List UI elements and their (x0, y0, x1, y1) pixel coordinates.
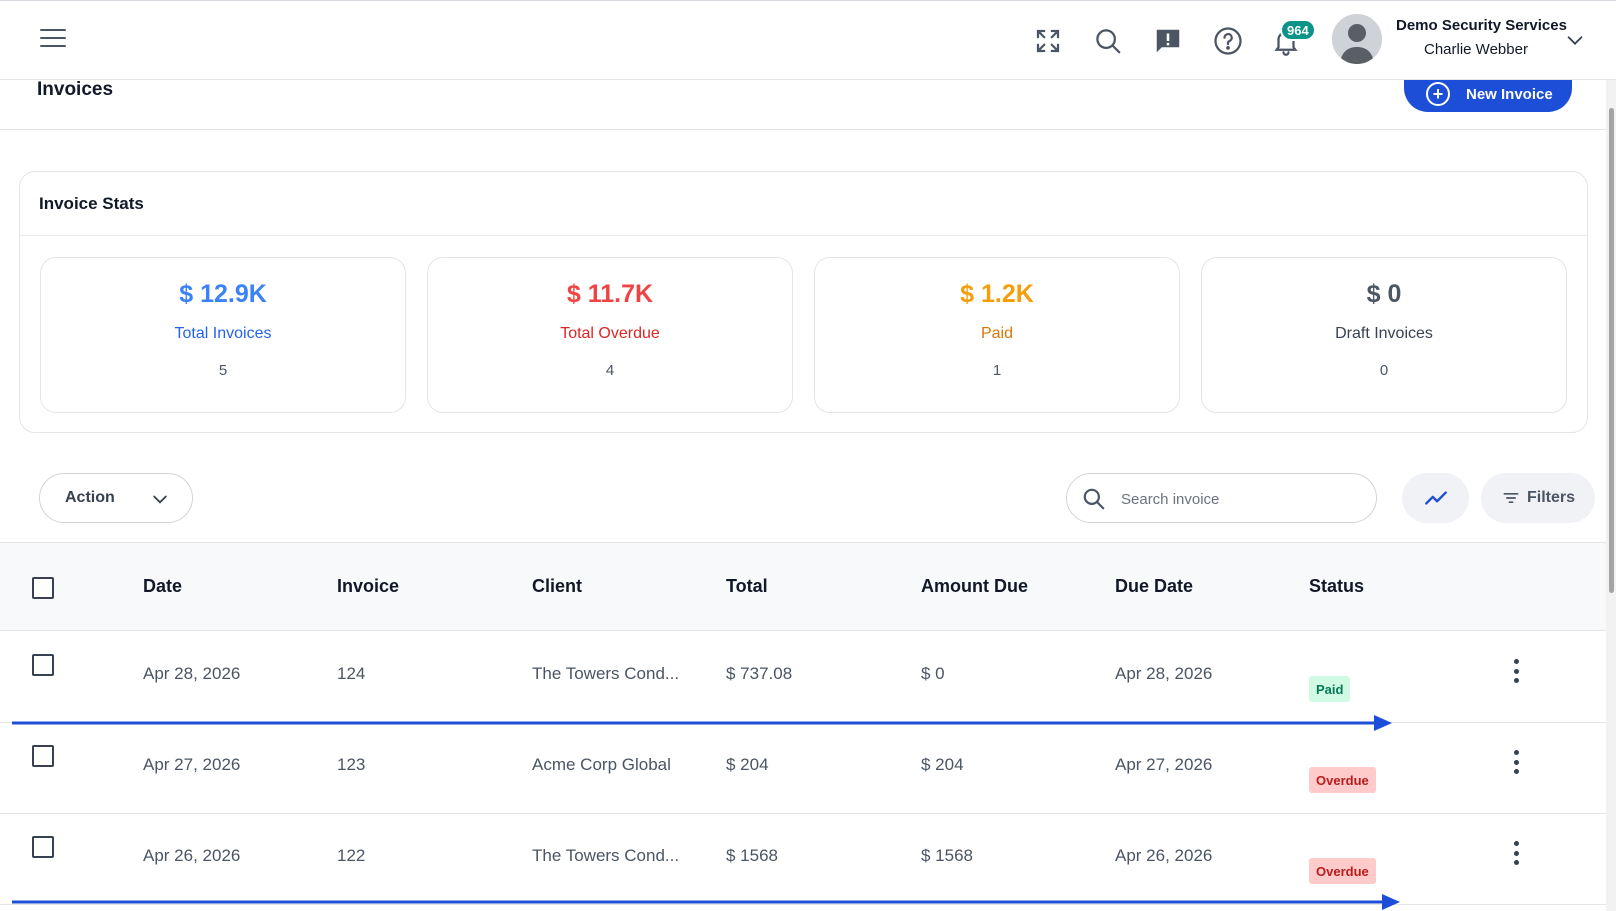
annotation-arrow (12, 894, 1400, 910)
cell-invoice[interactable]: 123 (337, 755, 366, 774)
chevron-down-icon (153, 495, 167, 504)
stat-amount: $ 11.7K (566, 280, 654, 308)
annotation-arrow (12, 715, 1392, 731)
column-header-date[interactable]: Date (143, 576, 183, 596)
filter-icon (1503, 493, 1519, 503)
cell-client: Acme Corp Global (532, 755, 671, 774)
column-header-due-date[interactable]: Due Date (1115, 576, 1194, 596)
divider (0, 129, 1616, 130)
cell-due-date: Apr 28, 2026 (1115, 664, 1213, 683)
stat-card-total-invoices[interactable]: $ 12.9K Total Invoices 5 (40, 257, 406, 413)
stat-amount: $ 1.2K (960, 280, 1034, 308)
search-icon (1083, 488, 1105, 510)
cell-amount-due: $ 1568 (921, 846, 973, 865)
action-label: Action (65, 489, 115, 506)
stat-label: Total Overdue (560, 325, 660, 342)
more-options-icon[interactable] (1504, 656, 1528, 686)
stat-amount: $ 12.9K (179, 280, 267, 308)
cell-total: $ 737.08 (726, 664, 793, 683)
filters-label: Filters (1526, 489, 1575, 506)
status-badge: Overdue (1309, 858, 1376, 884)
cell-invoice[interactable]: 124 (337, 664, 366, 683)
cell-due-date: Apr 26, 2026 (1115, 846, 1213, 865)
stat-card-total-overdue[interactable]: $ 11.7K Total Overdue 4 (427, 257, 793, 413)
stat-count: 0 (1379, 362, 1389, 379)
cell-client: The Towers Cond... (532, 846, 680, 865)
menu-icon[interactable] (40, 29, 66, 51)
notification-badge[interactable]: 964 (1280, 19, 1316, 41)
search-input[interactable] (1121, 486, 1361, 512)
stat-label: Total Invoices (174, 325, 272, 342)
column-header-amount-due[interactable]: Amount Due (921, 576, 1028, 596)
stat-card-paid[interactable]: $ 1.2K Paid 1 (814, 257, 1180, 413)
table-header: Date Invoice Client Total Amount Due Due… (0, 542, 1606, 631)
select-all-checkbox[interactable] (32, 577, 54, 599)
column-header-total[interactable]: Total (726, 576, 768, 596)
stat-amount: $ 0 (1366, 280, 1402, 308)
stat-card-draft-invoices[interactable]: $ 0 Draft Invoices 0 (1201, 257, 1567, 413)
cell-invoice[interactable]: 122 (337, 846, 366, 865)
search-invoice-box[interactable] (1066, 473, 1377, 523)
table-row[interactable]: Apr 27, 2026 123 Acme Corp Global $ 204 … (0, 723, 1606, 814)
trending-icon (1424, 491, 1447, 505)
more-options-icon[interactable] (1504, 838, 1528, 868)
feedback-icon[interactable] (1152, 25, 1184, 57)
more-options-icon[interactable] (1504, 747, 1528, 777)
row-checkbox[interactable] (32, 654, 54, 676)
chevron-down-icon[interactable] (1564, 29, 1586, 51)
stat-count: 4 (605, 362, 615, 379)
cell-amount-due: $ 204 (921, 755, 964, 774)
stats-title: Invoice Stats (39, 194, 144, 213)
action-dropdown[interactable]: Action (39, 473, 193, 523)
column-header-invoice[interactable]: Invoice (337, 576, 400, 596)
status-badge: Paid (1309, 676, 1351, 702)
table-row[interactable]: Apr 26, 2026 122 The Towers Cond... $ 15… (0, 814, 1606, 905)
cell-date: Apr 28, 2026 (143, 664, 241, 683)
add-circle-icon: + (1426, 82, 1450, 106)
cell-client: The Towers Cond... (532, 664, 680, 683)
fullscreen-icon[interactable] (1032, 25, 1064, 57)
row-checkbox[interactable] (32, 836, 54, 858)
stat-label: Paid (980, 325, 1014, 342)
company-name: Demo Security Services (1396, 17, 1567, 34)
new-invoice-label: New Invoice (1466, 85, 1553, 103)
table-row[interactable]: Apr 28, 2026 124 The Towers Cond... $ 73… (0, 632, 1606, 723)
user-name: Charlie Webber (1424, 41, 1528, 58)
stat-label: Draft Invoices (1335, 325, 1433, 342)
column-header-client[interactable]: Client (532, 576, 583, 596)
status-badge: Overdue (1309, 767, 1376, 793)
top-header: 964 Demo Security Services Charlie Webbe… (0, 0, 1616, 80)
cell-amount-due: $ 0 (921, 664, 945, 683)
divider (20, 235, 1587, 236)
row-checkbox[interactable] (32, 745, 54, 767)
scrollbar-thumb[interactable] (1609, 108, 1614, 593)
filters-button[interactable]: Filters (1481, 473, 1595, 523)
help-icon[interactable] (1212, 25, 1244, 57)
cell-total: $ 204 (726, 755, 769, 774)
search-icon[interactable] (1092, 25, 1124, 57)
cell-due-date: Apr 27, 2026 (1115, 755, 1213, 774)
cell-date: Apr 27, 2026 (143, 755, 241, 774)
column-header-status[interactable]: Status (1309, 576, 1365, 596)
avatar[interactable] (1332, 14, 1382, 64)
cell-date: Apr 26, 2026 (143, 846, 241, 865)
stat-count: 1 (992, 362, 1002, 379)
stat-count: 5 (218, 362, 228, 379)
cell-total: $ 1568 (726, 846, 778, 865)
chart-toggle-button[interactable] (1402, 473, 1469, 523)
page-title: Invoices (37, 79, 114, 100)
invoice-stats-panel: Invoice Stats $ 12.9K Total Invoices 5 $… (19, 171, 1588, 433)
